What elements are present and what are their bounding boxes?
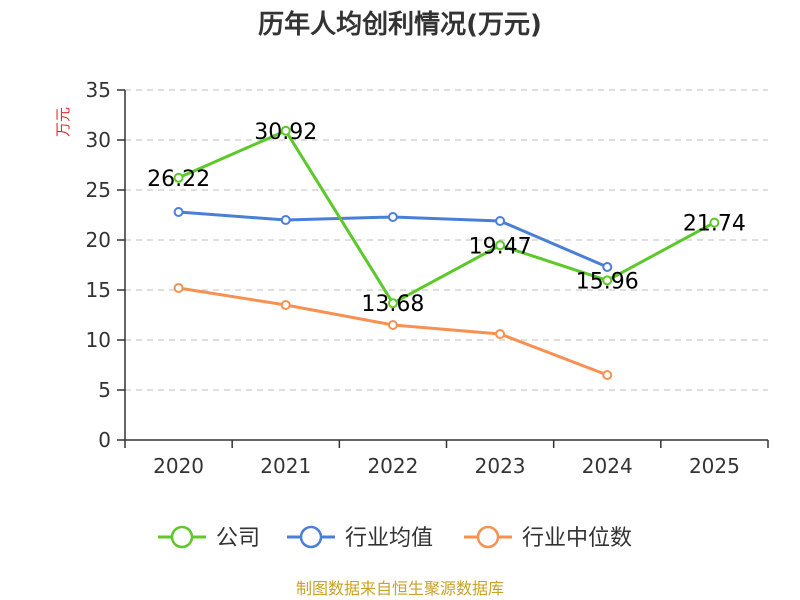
y-tick-label: 35 [86, 78, 111, 102]
y-axis-label: 万元 [54, 107, 72, 137]
data-point [602, 275, 613, 286]
legend-label: 行业均值 [345, 526, 433, 551]
legend-item-industry-mean[interactable]: 行业均值 [287, 525, 433, 551]
data-point [495, 216, 506, 226]
legend-item-company[interactable]: 公司 [158, 525, 260, 551]
x-tick-label: 2020 [153, 454, 204, 478]
data-point [602, 370, 613, 380]
data-point [280, 215, 291, 225]
data-point [495, 240, 506, 251]
data-point [387, 298, 398, 309]
y-tick-label: 25 [86, 178, 111, 202]
data-point [387, 212, 398, 222]
data-label: 26.22 [147, 167, 210, 192]
x-tick-label: 2025 [689, 454, 740, 478]
series-company [173, 125, 720, 309]
legend-item-industry-median[interactable]: 行业中位数 [464, 525, 632, 551]
data-label: 21.74 [683, 212, 746, 237]
series-industry-mean [173, 207, 613, 272]
data-labels: 26.22 30.92 13.68 19.47 15.96 21.74 [147, 120, 746, 317]
data-point [173, 283, 184, 293]
x-tick-label: 2021 [260, 454, 311, 478]
data-label: 19.47 [469, 234, 532, 259]
y-tick-label: 30 [86, 128, 111, 152]
legend-marker-icon [299, 525, 323, 549]
data-label: 13.68 [361, 292, 424, 317]
data-point [495, 329, 506, 339]
data-point [709, 217, 720, 228]
data-point [280, 300, 291, 310]
data-label: 30.92 [254, 120, 317, 145]
data-label: 15.96 [576, 269, 639, 294]
series-industry-median [173, 283, 613, 380]
series-group [173, 125, 720, 380]
x-tick-label: 2023 [475, 454, 526, 478]
y-tick-label: 0 [98, 428, 111, 452]
data-point [387, 320, 398, 330]
data-point [602, 262, 613, 272]
x-tick-label: 2022 [367, 454, 418, 478]
data-point [280, 125, 291, 136]
legend-marker-icon [170, 525, 194, 549]
legend-label: 公司 [216, 526, 260, 551]
y-tick-label: 5 [98, 378, 111, 402]
legend[interactable]: 公司 行业均值 行业中位数 [158, 525, 632, 551]
chart-title: 历年人均创利情况(万元) [258, 9, 542, 40]
y-tick-label: 20 [86, 228, 111, 252]
data-point [173, 172, 184, 183]
y-tick-label: 10 [86, 328, 111, 352]
grid [125, 89, 768, 391]
legend-marker-icon [476, 525, 500, 549]
series-line [177, 129, 716, 305]
legend-label: 行业中位数 [522, 526, 632, 551]
y-tick-label: 15 [86, 278, 111, 302]
data-point [173, 207, 184, 217]
x-tick-label: 2024 [582, 454, 633, 478]
source-text: 制图数据来自恒生聚源数据库 [296, 579, 504, 598]
